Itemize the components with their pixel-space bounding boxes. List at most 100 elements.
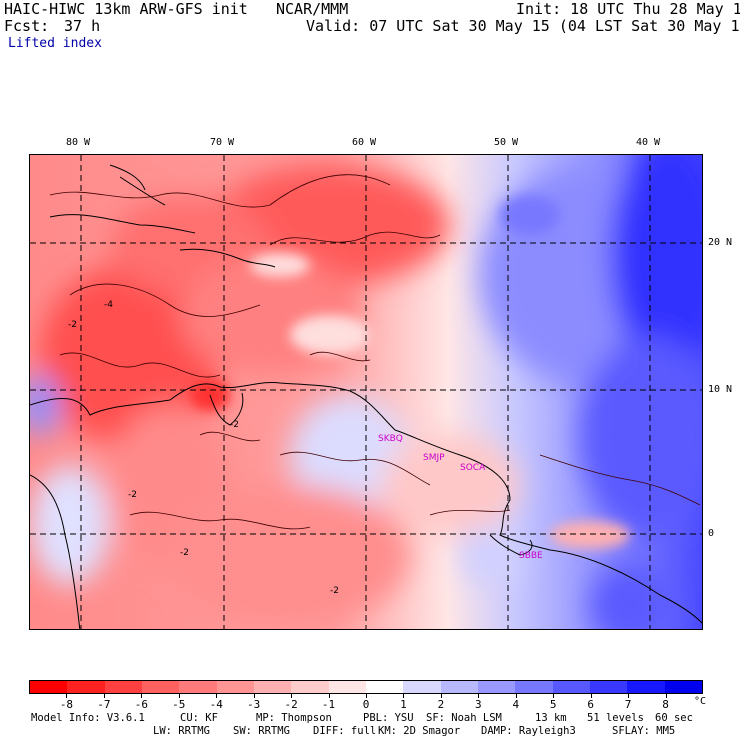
forecast-label: Fcst: xyxy=(4,17,50,35)
colorbar-tick xyxy=(366,694,367,698)
lat-label: 0 xyxy=(708,528,715,539)
colorbar-label: -2 xyxy=(284,698,298,711)
field-shading xyxy=(30,155,702,629)
footer-sflay: SFLAY: MM5 xyxy=(612,725,676,737)
footer-lw: LW: RRTMG xyxy=(153,725,210,737)
colorbar-label: 6 xyxy=(587,698,594,711)
station-label: SOCA xyxy=(460,463,486,473)
contour-label: -2 xyxy=(128,490,137,500)
footer-cu: CU: KF xyxy=(180,712,218,724)
colorbar-label: -4 xyxy=(209,698,223,711)
forecast-hour: 37 h xyxy=(64,17,101,35)
footer-damp: DAMP: Rayleigh3 xyxy=(481,725,576,737)
colorbar-segment xyxy=(589,681,628,693)
colorbar-tick xyxy=(478,694,480,698)
footer-diff: DIFF: full xyxy=(313,725,377,737)
colorbar-label: 5 xyxy=(549,698,557,711)
colorbar-tick xyxy=(440,694,442,698)
colorbar-segment xyxy=(365,681,404,693)
footer-mp: MP: Thompson xyxy=(256,712,332,724)
colorbar-unit: °C xyxy=(694,696,707,707)
lat-label: 10 N xyxy=(708,384,733,395)
colorbar-segment xyxy=(515,681,553,693)
colorbar-segment xyxy=(664,681,702,693)
lon-label: 70 W xyxy=(210,137,235,148)
colorbar-label: 4 xyxy=(512,698,520,711)
colorbar-label: -1 xyxy=(321,698,336,711)
colorbar-tick xyxy=(291,694,293,698)
lon-label: 60 W xyxy=(352,137,377,148)
footer-grid: 13 km xyxy=(535,712,567,724)
colorbar-segment xyxy=(328,681,366,693)
footer-pbl: PBL: YSU xyxy=(363,712,414,724)
colorbar-tick xyxy=(590,694,592,698)
colorbar-tick xyxy=(665,694,667,698)
colorbar-segment xyxy=(403,681,441,693)
colorbar-label: -5 xyxy=(172,698,186,711)
lon-label: 50 W xyxy=(494,137,519,148)
init-time: Init: 18 UTC Thu 28 May 15 xyxy=(516,0,740,18)
colorbar-segment xyxy=(477,681,516,693)
contour-labels: -2 -4 -2 -2 -2 -2 xyxy=(68,300,339,596)
colorbar-label: 7 xyxy=(624,698,632,711)
colorbar-label: 3 xyxy=(475,698,482,711)
colorbar-segment xyxy=(253,681,292,693)
colorbar-tick xyxy=(515,694,517,698)
contour-label: -2 xyxy=(180,548,189,558)
colorbar-tick xyxy=(328,694,330,698)
colorbar-segment xyxy=(67,681,105,693)
colorbar-tick xyxy=(216,694,218,698)
contour-label: -2 xyxy=(330,586,339,596)
colorbar-label: -7 xyxy=(97,698,111,711)
field-name: Lifted index xyxy=(8,36,102,51)
colorbar-tick xyxy=(66,694,68,698)
colorbar-label: -8 xyxy=(59,698,74,711)
colorbar-label: -3 xyxy=(247,698,261,711)
colorbar-tick xyxy=(141,694,143,698)
footer-levels: 51 levels xyxy=(587,712,644,724)
coastlines xyxy=(30,164,702,629)
colorbar-tick xyxy=(178,694,180,698)
footer-sw: SW: RRTMG xyxy=(233,725,290,737)
contour-lines xyxy=(49,174,701,530)
colorbar-label: 1 xyxy=(400,698,407,711)
model-title: HAIC-HIWC 13km ARW-GFS init xyxy=(4,0,248,18)
lifted-index-map: -2 -4 -2 -2 -2 -2 SKBQ SMJP SOCA SBBE xyxy=(29,154,703,630)
lon-label: 40 W xyxy=(636,137,661,148)
colorbar-tick xyxy=(628,694,630,698)
contour-label: -2 xyxy=(68,320,77,330)
station-label: SBBE xyxy=(519,551,543,561)
colorbar-segment xyxy=(179,681,217,693)
station-label: SMJP xyxy=(423,453,445,463)
colorbar-segment xyxy=(627,681,665,693)
map-graphic: -2 -4 -2 -2 -2 -2 xyxy=(30,155,702,629)
lon-label: 80 W xyxy=(66,137,91,148)
station-label: SKBQ xyxy=(378,434,403,444)
colorbar-segment xyxy=(141,681,180,693)
footer-timestep: 60 sec xyxy=(655,712,693,724)
colorbar-tick xyxy=(403,694,405,698)
valid-time: Valid: 07 UTC Sat 30 May 15 (04 LST Sat … xyxy=(306,17,740,35)
contour-label: -2 xyxy=(230,420,239,430)
colorbar-label: 2 xyxy=(437,698,445,711)
colorbar-tick xyxy=(553,694,555,698)
colorbar-tick xyxy=(103,694,105,698)
lat-lon-grid xyxy=(30,155,702,629)
contour-label: -4 xyxy=(104,300,113,310)
colorbar-segment xyxy=(291,681,329,693)
footer-model-info: Model Info: V3.6.1 xyxy=(31,712,145,724)
colorbar-label: 0 xyxy=(362,698,370,711)
colorbar-segment xyxy=(552,681,590,693)
footer-km: KM: 2D Smagor xyxy=(378,725,461,737)
colorbar-segment xyxy=(30,681,68,693)
org-label: NCAR/MMM xyxy=(276,0,349,18)
colorbar-segment xyxy=(104,681,142,693)
colorbar-label: -6 xyxy=(134,698,148,711)
colorbar-tick xyxy=(253,694,255,698)
colorbar-label: 8 xyxy=(662,698,669,711)
lat-label: 20 N xyxy=(708,237,733,248)
colorbar-segment xyxy=(440,681,478,693)
colorbar xyxy=(29,680,703,694)
colorbar-segment xyxy=(216,681,254,693)
footer-sf: SF: Noah LSM xyxy=(426,712,502,724)
